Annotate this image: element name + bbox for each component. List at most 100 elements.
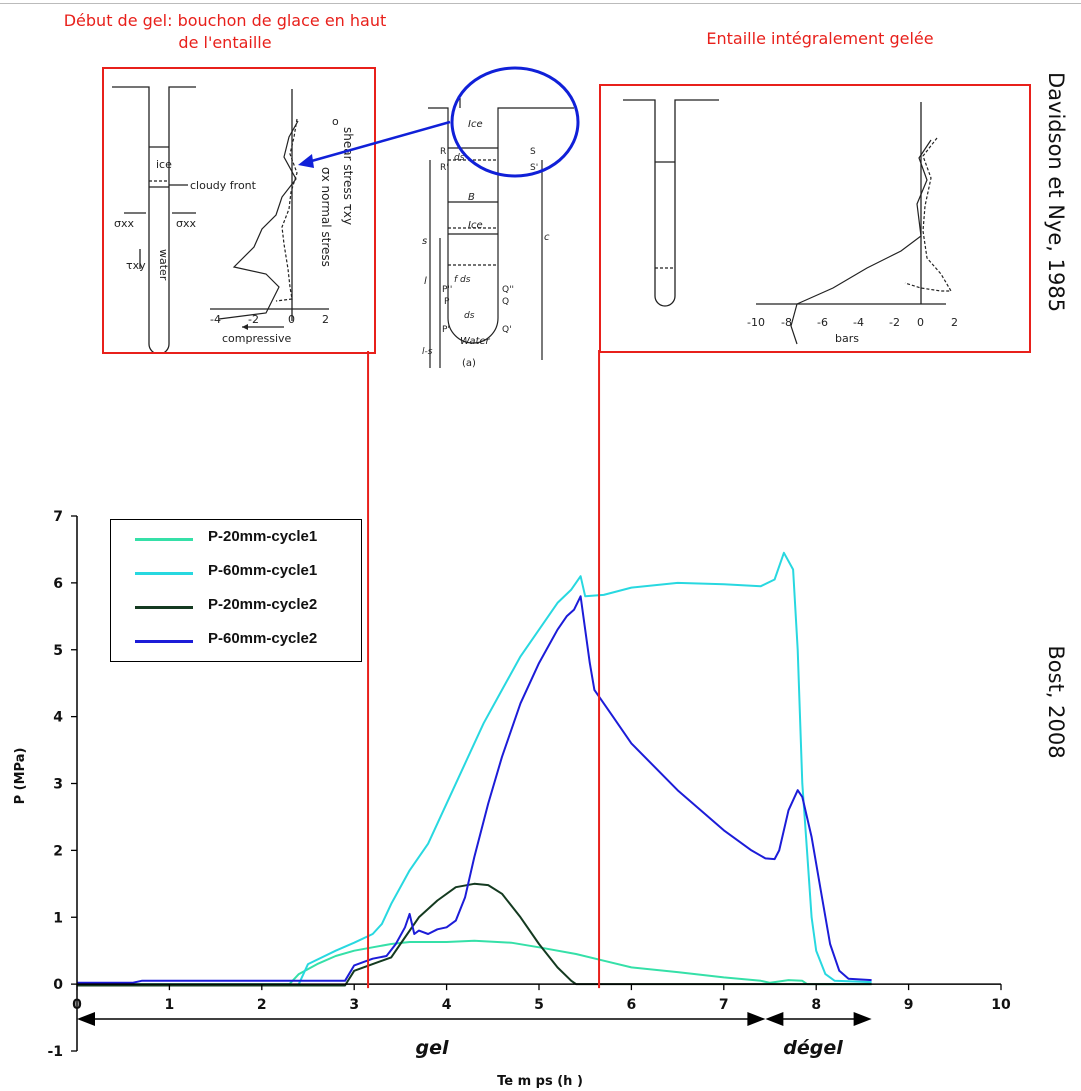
fig-center-c: c bbox=[544, 232, 550, 243]
fig-center-P1: P' bbox=[442, 325, 450, 335]
y-tick-label-4: 3 bbox=[53, 777, 63, 793]
fig-left-tick-2: 0 bbox=[288, 313, 295, 326]
fig-left-sigma-left: σxx bbox=[114, 217, 134, 230]
fig-left-compressive: compressive bbox=[222, 332, 292, 345]
fig-center-Q1: Q' bbox=[502, 325, 512, 335]
x-axis-label: Te m ps (h ) bbox=[497, 1074, 583, 1089]
legend-swatch-p20-c1 bbox=[135, 538, 193, 541]
y-axis-label: P (MPa) bbox=[13, 748, 28, 805]
fig-left-normal-legend: σx normal stress bbox=[319, 167, 333, 267]
fig-right-tick-2: -6 bbox=[817, 316, 828, 329]
legend-swatch-p60-c1 bbox=[135, 572, 193, 575]
fig-left-cloudy-front: cloudy front bbox=[190, 179, 257, 192]
fig-right-tick-4: -2 bbox=[889, 316, 900, 329]
annotation-overlay bbox=[298, 66, 580, 178]
x-tick-label-5: 5 bbox=[534, 997, 544, 1013]
fig-right-tick-3: -4 bbox=[853, 316, 864, 329]
notch-outline bbox=[112, 86, 196, 352]
x-tick-label-2: 2 bbox=[257, 997, 267, 1013]
gel-arrow-left-head bbox=[77, 1012, 95, 1026]
fig-center-ice-top: Ice bbox=[468, 119, 483, 130]
x-tick-label-3: 3 bbox=[349, 997, 359, 1013]
figure-right-drawing: -10 -8 -6 -4 -2 0 2 bars bbox=[623, 99, 958, 345]
marker-layer bbox=[367, 350, 601, 989]
figure-center: Ice R S ds' R' S' B Ice s l c P'' Q'' f … bbox=[422, 98, 574, 368]
series-layer bbox=[77, 551, 872, 987]
fig-center-S: S bbox=[530, 147, 536, 157]
fig-right-tick-1: -8 bbox=[781, 316, 792, 329]
y-tick-label-8: 7 bbox=[53, 509, 63, 525]
ice-plug-highlight bbox=[450, 66, 580, 178]
fig-left-o1: o bbox=[332, 115, 339, 128]
y-tick-label-3: 2 bbox=[53, 843, 63, 859]
series-line-0 bbox=[77, 939, 872, 986]
legend-label-p20-c2: P-20mm-cycle2 bbox=[208, 596, 318, 613]
degel-arrow-left-head bbox=[765, 1012, 784, 1026]
figure-left-box: o ice cloudy front water σxx σxx τxy she… bbox=[102, 67, 376, 354]
x-tick-label-1: 1 bbox=[165, 997, 175, 1013]
legend-label-p60-c2: P-60mm-cycle2 bbox=[208, 630, 318, 647]
series-line-1 bbox=[297, 551, 872, 985]
fig-right-tick-0: -10 bbox=[747, 316, 765, 329]
caption-right: Entaille intégralement gelée bbox=[706, 29, 934, 48]
legend-swatch-p20-c2 bbox=[135, 606, 193, 609]
legend-item-p60-c1: P-60mm-cycle1 bbox=[111, 558, 361, 588]
legend-item-p20-c1: P-20mm-cycle1 bbox=[111, 524, 361, 554]
x-tick-label-7: 7 bbox=[719, 997, 729, 1013]
legend-item-p60-c2: P-60mm-cycle2 bbox=[111, 626, 361, 656]
caption-left: Début de gel: bouchon de glace en haut d… bbox=[63, 11, 387, 52]
fig-center-ice-mid: Ice bbox=[468, 220, 483, 231]
y-tick-label-6: 5 bbox=[53, 643, 63, 659]
fig-left-tick-0: -4 bbox=[210, 313, 221, 326]
y-tick-label-0: -1 bbox=[47, 1044, 63, 1060]
fig-center-ds: ds bbox=[464, 311, 475, 321]
text-layer: -1 0 1 2 3 4 5 6 7 0 1 2 3 4 5 6 7 8 9 10 gel dégel Te m ps (h… bbox=[13, 509, 1011, 1089]
fig-left-tick-1: -2 bbox=[248, 313, 259, 326]
fig-center-s: s bbox=[422, 236, 427, 247]
fig-right-tick-5: 0 bbox=[917, 316, 924, 329]
fig-left-water: water bbox=[157, 249, 170, 281]
series-line-2 bbox=[77, 882, 872, 987]
fig-right-tick-6: 2 bbox=[951, 316, 958, 329]
y-tick-label-5: 4 bbox=[53, 710, 63, 726]
figure-right-box: -10 -8 -6 -4 -2 0 2 bars bbox=[599, 84, 1031, 353]
gel-arrow-right-head bbox=[747, 1012, 766, 1026]
fig-center-Q2: Q'' bbox=[502, 285, 514, 295]
x-tick-label-8: 8 bbox=[811, 997, 821, 1013]
fig-center-P: P bbox=[444, 297, 450, 307]
fig-center-fds: f ds bbox=[454, 275, 471, 285]
legend-label-p60-c1: P-60mm-cycle1 bbox=[208, 562, 318, 579]
fig-center-R: R bbox=[440, 147, 446, 157]
y-tick-label-1: 0 bbox=[53, 977, 63, 993]
fig-center-R-prime: R' bbox=[440, 163, 449, 173]
fig-center-Q: Q bbox=[502, 297, 509, 307]
fig-left-tau: τxy bbox=[126, 259, 146, 272]
fig-center-ds-prime: ds' bbox=[454, 153, 467, 163]
legend-item-p20-c2: P-20mm-cycle2 bbox=[111, 592, 361, 622]
axes-layer bbox=[71, 515, 1002, 1052]
chart-legend: P-20mm-cycle1 P-60mm-cycle1 P-20mm-cycle… bbox=[110, 519, 362, 662]
fig-center-l-minus-s: l-s bbox=[422, 347, 433, 357]
y-tick-label-7: 6 bbox=[53, 576, 63, 592]
fig-center-l: l bbox=[424, 276, 427, 287]
fig-left-tick-3: 2 bbox=[322, 313, 329, 326]
fig-center-S-prime: S' bbox=[530, 163, 538, 173]
annotation-arrow-head bbox=[298, 154, 314, 168]
x-tick-label-6: 6 bbox=[627, 997, 637, 1013]
top-rule bbox=[0, 3, 1081, 4]
fig-center-panel-label: (a) bbox=[462, 358, 476, 368]
x-tick-label-0: 0 bbox=[72, 997, 82, 1013]
x-tick-label-9: 9 bbox=[904, 997, 914, 1013]
notch-outline-full bbox=[623, 99, 719, 307]
fig-center-P2: P'' bbox=[442, 285, 452, 295]
fig-center-water: Water bbox=[460, 336, 491, 347]
x-tick-label-4: 4 bbox=[442, 997, 452, 1013]
annotation-arrow-line bbox=[307, 120, 451, 164]
phase-label-degel: dégel bbox=[783, 1037, 843, 1059]
legend-swatch-p60-c2 bbox=[135, 640, 193, 643]
fig-left-ice: ice bbox=[156, 158, 172, 171]
degel-arrow-right-head bbox=[853, 1012, 872, 1026]
phase-label-gel: gel bbox=[416, 1037, 449, 1059]
x-tick-label-10: 10 bbox=[991, 997, 1011, 1013]
